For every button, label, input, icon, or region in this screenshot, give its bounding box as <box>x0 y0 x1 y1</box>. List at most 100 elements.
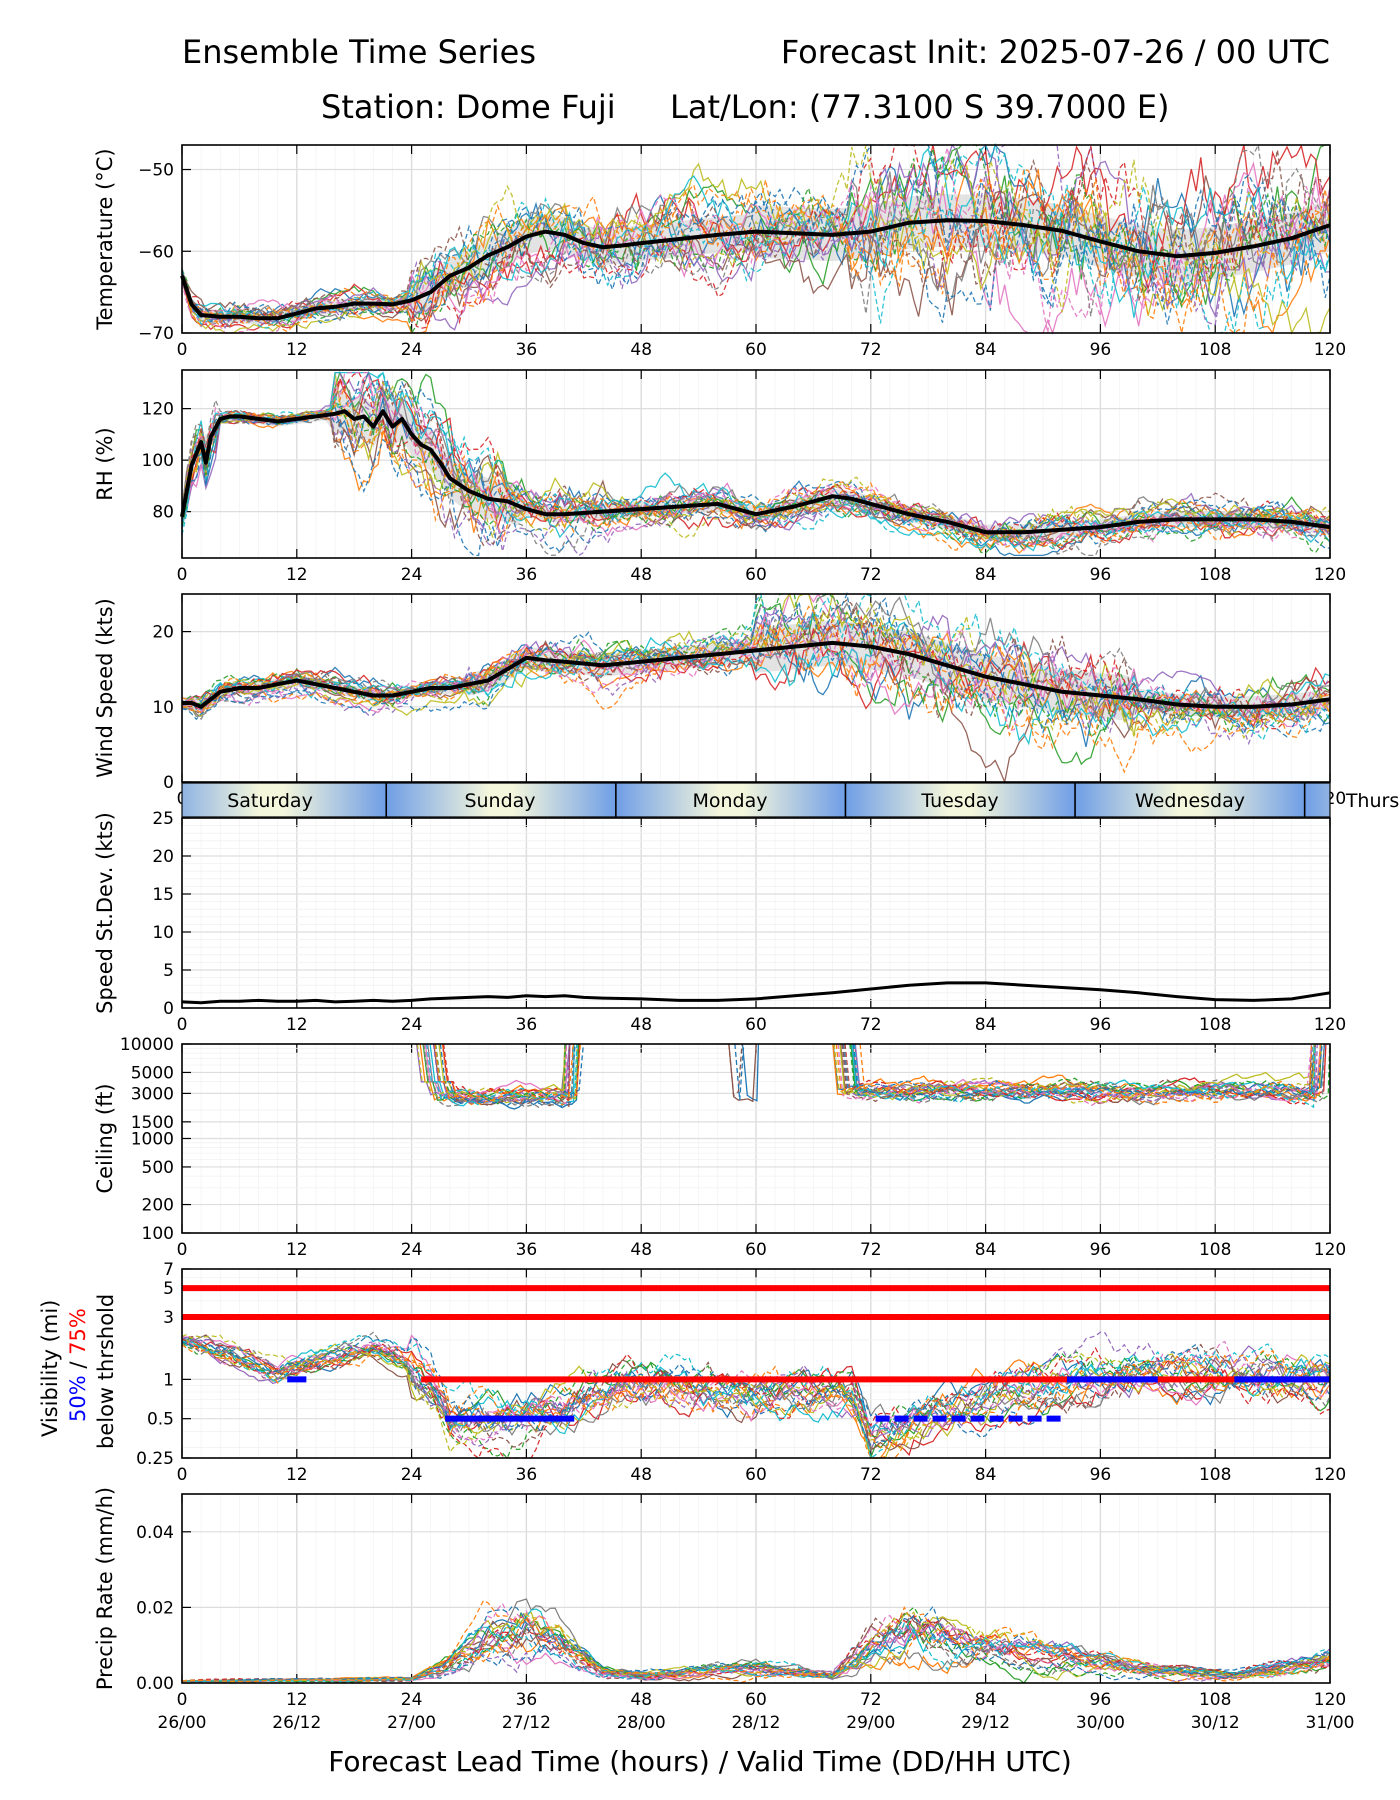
wind-mean-point <box>315 683 317 685</box>
rh-mean-point <box>334 413 336 415</box>
precip-member-10 <box>181 1608 1331 1683</box>
sd-mean-point <box>1099 989 1101 991</box>
temp-mean-point <box>257 317 260 319</box>
temp-member-10 <box>181 147 1331 322</box>
rh-mean-point <box>506 500 508 502</box>
precip-panel: 0.00 0.02 0.04 0 12 24 36 48 60 72 84 96 108 120 Preci… <box>93 1487 1355 1733</box>
rh-mean-point <box>1138 521 1140 523</box>
temp-mean-point <box>1023 224 1025 226</box>
wind-mean-point <box>296 679 298 682</box>
rh-mean-point <box>205 462 207 464</box>
temp-mean-point <box>506 246 508 248</box>
rh-mean-point <box>449 477 451 479</box>
precip-member-20 <box>181 1621 1331 1683</box>
ceiling-member-18 <box>843 1043 1325 1104</box>
ceiling-member-17 <box>426 1043 568 1105</box>
wind-mean-point <box>678 657 681 659</box>
sd-mean-point <box>1291 998 1293 1000</box>
temp-xtick-label: 24 <box>401 340 423 360</box>
sd-mean-point <box>602 997 604 999</box>
sd-mean-point <box>487 996 489 998</box>
ceiling-ytick-label: 1500 <box>131 1113 174 1133</box>
ceiling-member-21 <box>439 1043 585 1107</box>
sd-ytick-label: 10 <box>152 923 174 943</box>
valid-time-label: 29/00 <box>846 1713 895 1733</box>
valid-time-label: 28/00 <box>617 1713 666 1733</box>
wind-panel: 0102001224364860728496108120Wind Speed (… <box>93 591 1346 809</box>
temp-mean-point <box>353 302 355 305</box>
ceiling-ytick-label: 200 <box>142 1196 174 1216</box>
rh-mean-point <box>229 415 231 417</box>
vis-panel: 0.25 0.5 1 3 57 0 12 24 36 48 60 72 84 96 108 120 <box>136 1260 1346 1485</box>
temp-mean-point <box>831 234 834 236</box>
sd-mean-point <box>1023 984 1025 986</box>
precip-ylabel: Precip Rate (mm/h) <box>93 1487 117 1690</box>
rh-ytick-label: 100 <box>142 451 174 471</box>
wind-mean-point <box>640 661 642 663</box>
temp-mean-point <box>1214 252 1216 254</box>
temp-mean-point <box>296 312 298 314</box>
ceiling-member-17 <box>837 1043 1313 1107</box>
vis-ylabel-p50: 50% <box>66 1375 90 1422</box>
rh-mean-point <box>908 513 910 515</box>
vis-ylabel-sep: / <box>66 1354 90 1376</box>
temp-member-19 <box>181 144 1331 323</box>
rh-mean-point <box>315 415 317 417</box>
sd-mean-point <box>430 998 432 1000</box>
wind-mean-point <box>985 676 987 678</box>
rh-mean-point <box>1176 518 1178 520</box>
precip-xtick-label: 120 <box>1314 1690 1346 1710</box>
rh-mean-point <box>985 531 987 533</box>
sd-panel: 0 5 10 15 20 25 0 12 24 36 48 60 72 84 96 108 120 Speed S… <box>93 809 1346 1035</box>
wind-mean-point <box>717 653 719 655</box>
temp-mean-point <box>411 299 413 301</box>
valid-time-label: 29/12 <box>961 1713 1010 1733</box>
wind-mean-point <box>200 706 202 708</box>
temp-mean-point <box>200 314 202 316</box>
temp-xtick-label: 12 <box>286 340 308 360</box>
wind-mean-point <box>487 679 489 682</box>
wind-ytick-label: 0 <box>163 773 174 793</box>
sd-mean-point <box>564 995 566 997</box>
vis-member-22 <box>181 1344 1331 1450</box>
rh-mean-point <box>257 418 260 420</box>
sd-ensemble-mean <box>181 981 1331 1005</box>
ceiling-xtick-label: 48 <box>630 1240 652 1260</box>
precip-xtick-label: 72 <box>860 1690 882 1710</box>
sd-xtick-label: 12 <box>286 1015 308 1035</box>
sd-xtick-label: 24 <box>401 1015 423 1035</box>
sd-mean-point <box>411 999 413 1002</box>
rh-xtick-label: 12 <box>286 565 308 585</box>
sd-mean-point <box>1214 999 1216 1001</box>
day-cell <box>386 783 616 817</box>
wind-mean-point <box>1291 703 1293 706</box>
wind-member-22 <box>181 605 1331 754</box>
wind-mean-point <box>219 691 221 693</box>
vis-member-19 <box>181 1333 1331 1454</box>
ceiling-xtick-label: 96 <box>1090 1240 1112 1260</box>
temp-ylabel: Temperature (°C) <box>93 148 117 330</box>
ceiling-member-22 <box>835 1043 1321 1103</box>
temp-mean-point <box>1252 245 1255 247</box>
sd-mean-point <box>678 999 681 1002</box>
wind-member-14 <box>181 615 1331 730</box>
wind-mean-point <box>411 691 413 693</box>
temp-xtick-label: 60 <box>745 340 767 360</box>
rh-mean-point <box>382 410 384 412</box>
ceiling-ytick-label: 3000 <box>131 1084 174 1104</box>
rh-mean-point <box>870 503 872 505</box>
sd-mean-point <box>525 995 528 997</box>
sd-xtick-label: 96 <box>1090 1015 1112 1035</box>
sd-mean-point <box>277 1000 279 1002</box>
rh-ytick-label: 120 <box>142 400 174 420</box>
day-label-sunday: Sunday <box>464 790 535 812</box>
ceiling-ytick-label: 500 <box>142 1158 174 1178</box>
wind-mean-point <box>1099 694 1101 697</box>
day-band: Saturday Sunday Monday Tuesday Wednesday Thur… <box>181 782 1400 818</box>
rh-mean-point <box>401 418 403 420</box>
day-cell <box>1304 783 1330 817</box>
precip-ytick-label: 0.02 <box>136 1598 174 1618</box>
wind-mean-point <box>831 642 834 644</box>
chart-title: Ensemble Time Series <box>182 33 536 71</box>
valid-time-label: 27/00 <box>387 1713 436 1733</box>
